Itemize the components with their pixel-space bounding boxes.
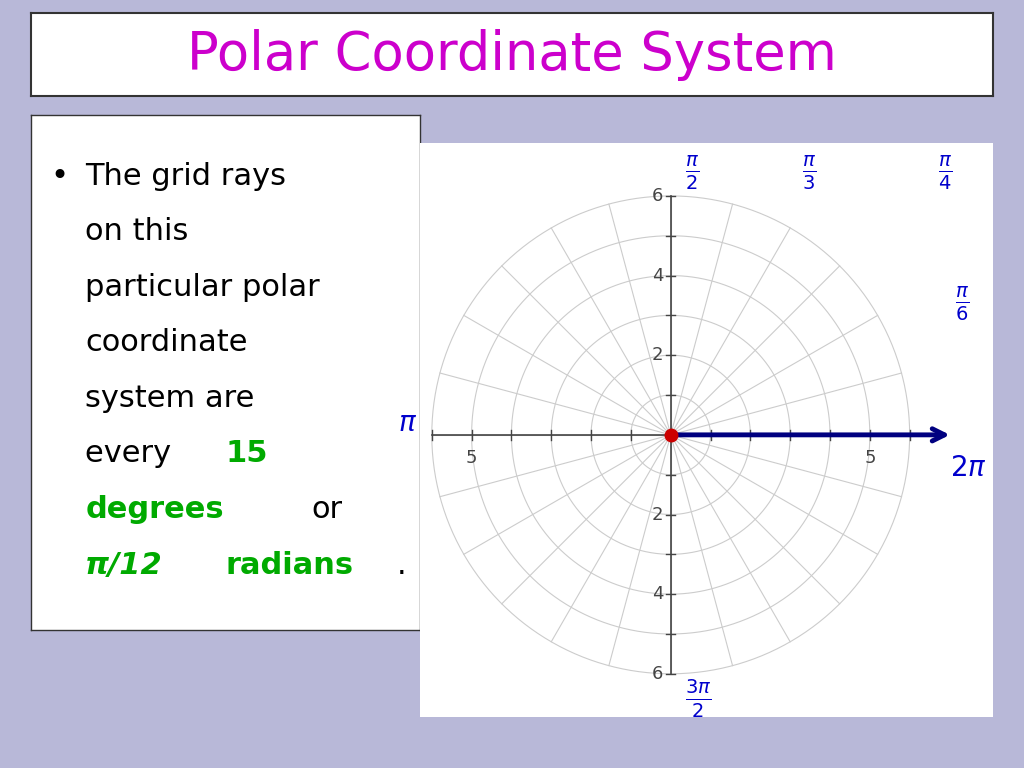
Text: Polar Coordinate System: Polar Coordinate System bbox=[187, 28, 837, 81]
Text: 6: 6 bbox=[652, 187, 664, 205]
Text: 5: 5 bbox=[864, 449, 876, 467]
Text: 2: 2 bbox=[652, 346, 664, 364]
Text: $\frac{\pi}{6}$: $\frac{\pi}{6}$ bbox=[955, 284, 970, 323]
Text: .: . bbox=[396, 551, 407, 580]
Text: system are: system are bbox=[85, 384, 255, 413]
Text: 6: 6 bbox=[652, 665, 664, 683]
Text: or: or bbox=[311, 495, 342, 524]
Text: 2: 2 bbox=[652, 505, 664, 524]
Text: coordinate: coordinate bbox=[85, 328, 248, 357]
Text: $\pi$: $\pi$ bbox=[398, 410, 418, 437]
Text: radians: radians bbox=[225, 551, 353, 580]
Text: 15: 15 bbox=[225, 439, 268, 468]
Text: degrees: degrees bbox=[85, 495, 224, 524]
Text: $\frac{3\pi}{2}$: $\frac{3\pi}{2}$ bbox=[685, 678, 711, 720]
Text: The grid rays: The grid rays bbox=[85, 161, 286, 190]
Text: $\frac{\pi}{2}$: $\frac{\pi}{2}$ bbox=[685, 154, 699, 192]
Text: •: • bbox=[50, 161, 69, 190]
Text: $\frac{\pi}{4}$: $\frac{\pi}{4}$ bbox=[938, 154, 952, 192]
Text: 4: 4 bbox=[652, 585, 664, 603]
Text: $2\pi$: $2\pi$ bbox=[950, 455, 987, 482]
Text: particular polar: particular polar bbox=[85, 273, 319, 302]
Text: $\frac{\pi}{3}$: $\frac{\pi}{3}$ bbox=[802, 154, 816, 192]
Text: on this: on this bbox=[85, 217, 188, 246]
Text: π/12: π/12 bbox=[85, 551, 163, 580]
Text: every: every bbox=[85, 439, 181, 468]
Text: 5: 5 bbox=[466, 449, 477, 467]
Text: 4: 4 bbox=[652, 266, 664, 285]
